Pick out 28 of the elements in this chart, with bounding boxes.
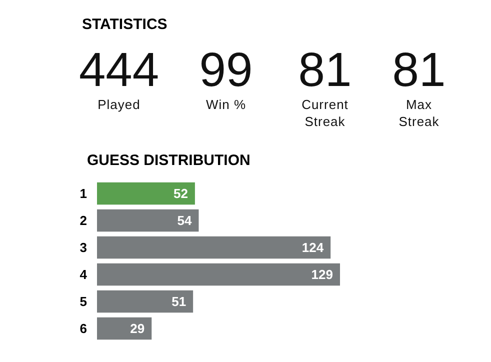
data-label: 129 (311, 267, 333, 282)
data-label: 54 (177, 213, 192, 228)
category-label: Played (96, 96, 142, 113)
y-tick-label: 4 (80, 267, 88, 282)
data-label: 124 (302, 240, 324, 255)
text: STATISTICS (82, 16, 168, 33)
bar (97, 236, 331, 259)
bar (97, 182, 195, 205)
bar (97, 209, 199, 232)
y-tick-label: 3 (80, 240, 87, 255)
data-label: 81 (391, 44, 447, 97)
bar (97, 263, 340, 286)
y-tick-label: 6 (80, 321, 87, 336)
category-label: Max Streak (398, 96, 440, 130)
category-label: Current Streak (300, 96, 350, 130)
chart-title: GUESS DISTRIBUTION (87, 152, 250, 169)
y-tick-label: 5 (80, 294, 87, 309)
y-tick-label: 1 (80, 186, 87, 201)
data-label: 52 (173, 186, 188, 201)
bar (97, 317, 152, 340)
data-label: 81 (297, 44, 353, 97)
bar (97, 290, 194, 313)
data-label: 51 (172, 294, 186, 309)
data-label: 444 (78, 44, 160, 97)
category-label: Win % (204, 96, 248, 113)
data-label: 29 (130, 321, 145, 336)
y-tick-label: 2 (80, 213, 87, 228)
data-label: 99 (198, 44, 254, 97)
